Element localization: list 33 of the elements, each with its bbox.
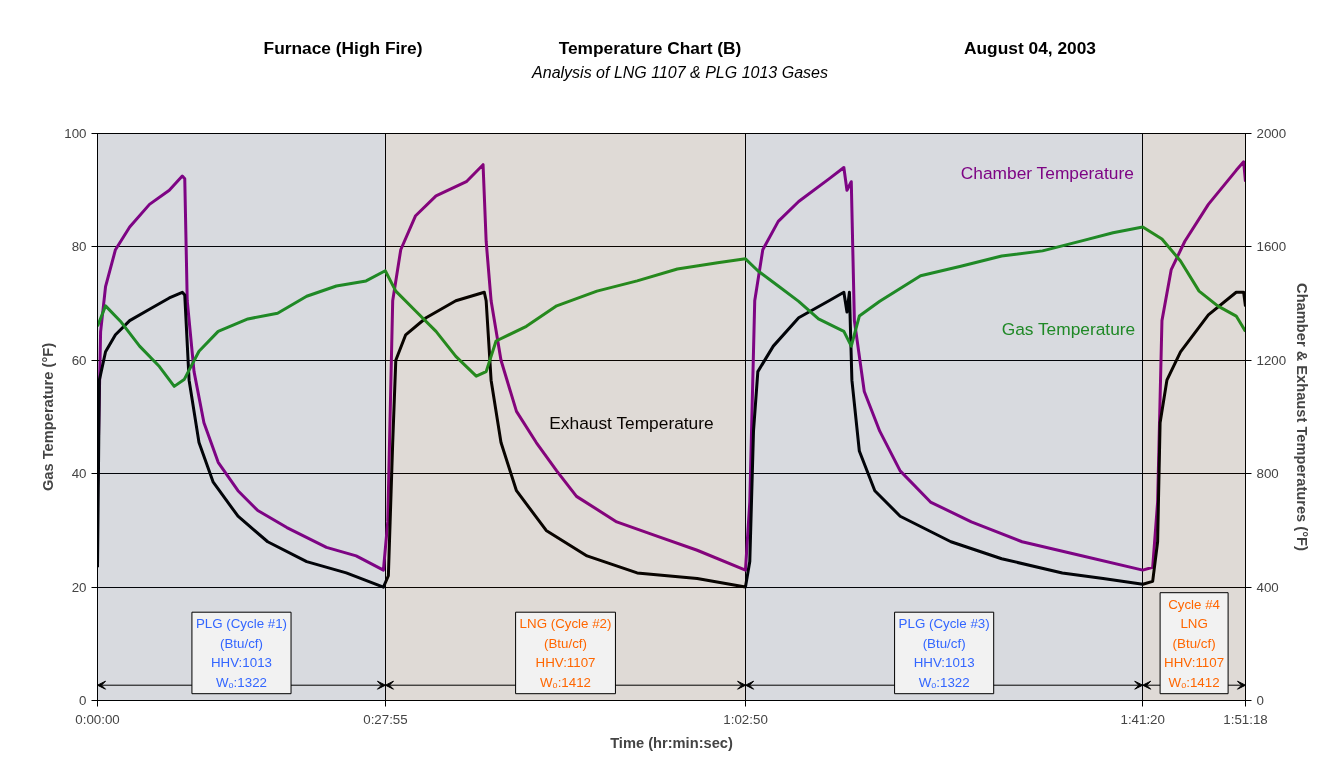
y-tick-label: 40	[71, 466, 87, 482]
x-tick-label: 1:51:18	[1223, 711, 1268, 727]
text: August 04, 2003	[964, 37, 1096, 60]
y-tick-label: 0	[79, 693, 87, 708]
y-axis-title: Gas Temperature (°F)	[40, 342, 57, 492]
band-label: LNG (Cycle #2) (Btu/cf) HHV:1107 Wₒ:1412	[519, 616, 612, 690]
y2-tick-label: 2000	[1256, 126, 1287, 141]
x-tick-label: 1:02:50	[723, 711, 768, 727]
text: Gas Temperature	[1001, 319, 1136, 340]
x-tick-label: 0:00:00	[75, 711, 120, 727]
y-tick-label: 80	[71, 239, 87, 255]
chart-title: Temperature Chart (B)	[558, 37, 742, 60]
y2-axis-title: Chamber & Exhaust Temperatures (°F)	[1294, 283, 1311, 552]
y2-tick-label: 800	[1256, 466, 1279, 482]
y-tick-label: 20	[71, 579, 87, 595]
x-tick-label: 1:41:20	[1120, 711, 1165, 727]
y2-tick-label: 0	[1256, 693, 1264, 708]
y-tick-label: 60	[71, 352, 87, 368]
y2-tick-label: 1600	[1256, 239, 1287, 255]
x-tick-label: 0:27:55	[363, 711, 408, 727]
y-tick-label: 100	[64, 126, 87, 141]
line-series	[97, 160, 1246, 572]
y2-tick-label: 400	[1256, 579, 1279, 595]
x-axis-title: Time (hr:min:sec)	[610, 734, 733, 751]
band-label: PLG (Cycle #3) (Btu/cf) HHV:1013 Wₒ:1322	[898, 616, 990, 690]
band-label: PLG (Cycle #1) (Btu/cf) HHV:1013 Wₒ:1322	[195, 616, 288, 690]
text: Chamber Temperature	[960, 163, 1134, 184]
y2-tick-label: 1200	[1256, 352, 1287, 368]
text: Exhaust Temperature	[549, 412, 714, 433]
text: Furnace (High Fire)	[263, 37, 423, 60]
chart-subtitle: Analysis of LNG 1107 & PLG 1013 Gases	[532, 63, 828, 83]
line-series	[97, 225, 1246, 388]
band-label: Cycle #4 LNG (Btu/cf) HHV:1107 Wₒ:1412	[1164, 596, 1225, 690]
